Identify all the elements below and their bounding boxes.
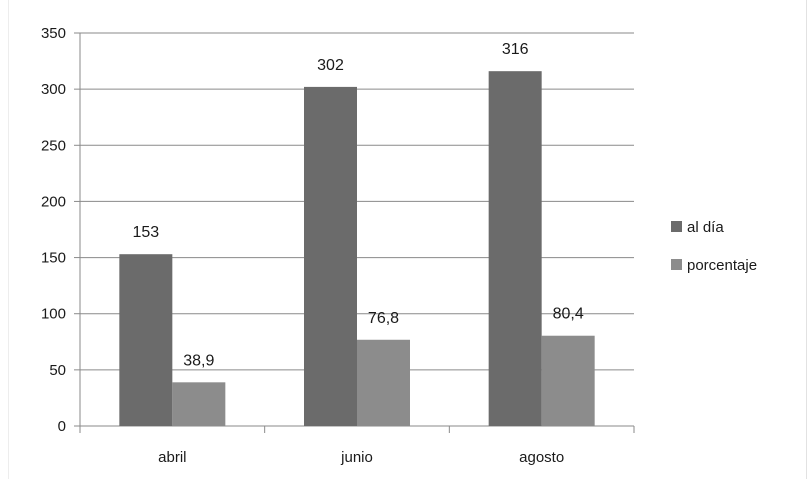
frame-edge-right (806, 0, 807, 479)
bar-agosto-al-dia (488, 71, 542, 427)
legend-swatch (671, 259, 682, 270)
y-tick-label: 150 (41, 250, 66, 267)
data-label: 302 (317, 57, 344, 74)
y-tick-label: 200 (41, 193, 66, 210)
bar-agosto-porcentaje (541, 335, 595, 426)
data-label: 76,8 (368, 310, 399, 327)
y-tick-label: 0 (58, 418, 66, 435)
y-tick-label: 300 (41, 81, 66, 98)
y-tick-label: 250 (41, 137, 66, 154)
legend: al día porcentaje (671, 219, 757, 274)
y-tick-label: 50 (49, 362, 66, 379)
bar-abril-porcentaje (172, 382, 226, 426)
x-tick-label: agosto (519, 449, 564, 466)
data-label: 153 (132, 224, 159, 241)
legend-swatch (671, 221, 682, 232)
frame-edge-left (8, 0, 9, 479)
bar-junio-al-dia (304, 86, 357, 426)
bar-junio-porcentaje (357, 339, 410, 426)
legend-label: al día (687, 219, 724, 236)
x-tick-label: junio (340, 449, 373, 466)
data-labels: 153 38,9 302 76,8 316 80,4 (132, 41, 583, 369)
y-tick-label: 350 (41, 25, 66, 42)
legend-label: porcentaje (687, 257, 757, 274)
data-label: 38,9 (183, 352, 214, 369)
x-tick-label: abril (158, 449, 186, 466)
data-label: 316 (502, 41, 529, 58)
bars (119, 71, 595, 427)
y-tick-label: 100 (41, 306, 66, 323)
bar-abril-al-dia (119, 254, 173, 426)
data-label: 80,4 (553, 306, 584, 323)
